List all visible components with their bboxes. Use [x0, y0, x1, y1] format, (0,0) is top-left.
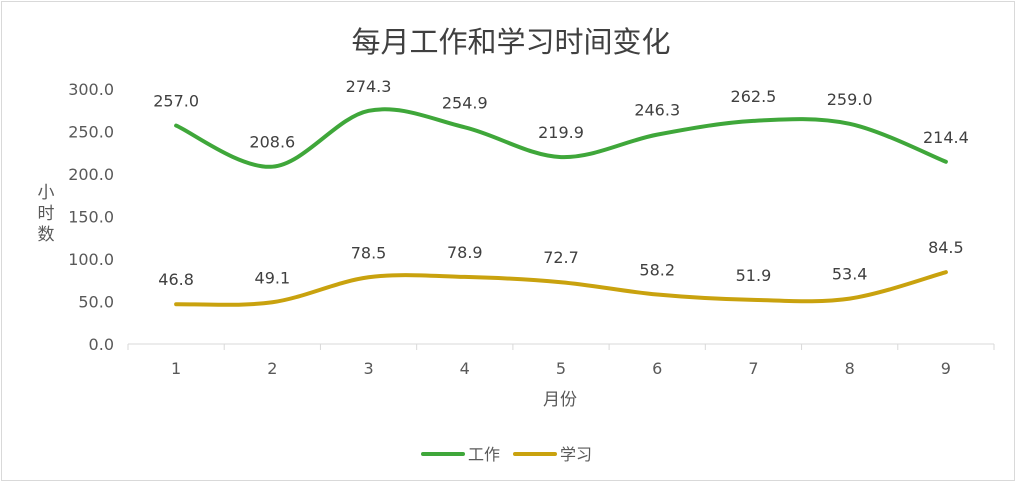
- y-axis-title-char: 小: [38, 183, 55, 203]
- data-label: 51.9: [736, 266, 772, 285]
- x-tick-label: 6: [652, 359, 662, 378]
- data-label: 219.9: [538, 123, 584, 142]
- legend: 工作 学习: [423, 445, 592, 464]
- data-label: 274.3: [346, 77, 392, 96]
- data-label: 208.6: [249, 133, 295, 152]
- data-label: 246.3: [634, 101, 680, 120]
- data-label: 78.9: [447, 243, 483, 262]
- data-label: 257.0: [153, 92, 199, 111]
- y-tick-label: 250.0: [68, 123, 114, 142]
- x-axis-title: 月份: [543, 390, 577, 410]
- y-axis-title: 小时数: [38, 183, 55, 245]
- y-tick-label: 150.0: [68, 208, 114, 227]
- data-label: 84.5: [928, 238, 964, 257]
- y-tick-label: 300.0: [68, 80, 114, 99]
- legend-label: 学习: [560, 445, 592, 464]
- x-tick-label: 2: [267, 359, 277, 378]
- data-label: 259.0: [827, 90, 873, 109]
- data-label: 254.9: [442, 93, 488, 112]
- data-label: 78.5: [351, 243, 387, 262]
- y-tick-label: 50.0: [78, 293, 114, 312]
- data-label: 46.8: [158, 270, 194, 289]
- x-tick-label: 3: [363, 359, 373, 378]
- y-axis-title-char: 数: [38, 225, 55, 245]
- data-label: 72.7: [543, 248, 579, 267]
- data-label: 49.1: [255, 268, 291, 287]
- x-tick-label: 5: [556, 359, 566, 378]
- series-line-study: [176, 272, 946, 305]
- x-tick-label: 9: [941, 359, 951, 378]
- y-tick-label: 0.0: [89, 335, 114, 354]
- chart-title: 每月工作和学习时间变化: [351, 25, 670, 59]
- y-axis-title-char: 时: [38, 204, 55, 224]
- x-tick-label: 1: [171, 359, 181, 378]
- x-tick-label: 4: [460, 359, 470, 378]
- y-tick-label: 100.0: [68, 250, 114, 269]
- data-label: 214.4: [923, 128, 969, 147]
- data-labels: 257.0 208.6 274.3 254.9 219.9 246.3 262.5 259.0…: [153, 77, 969, 289]
- x-tick-label: 7: [748, 359, 758, 378]
- x-tick-label: 8: [845, 359, 855, 378]
- data-label: 58.2: [639, 261, 675, 280]
- legend-label: 工作: [468, 445, 500, 464]
- data-label: 53.4: [832, 265, 868, 284]
- data-label: 262.5: [731, 87, 777, 106]
- y-tick-label: 200.0: [68, 165, 114, 184]
